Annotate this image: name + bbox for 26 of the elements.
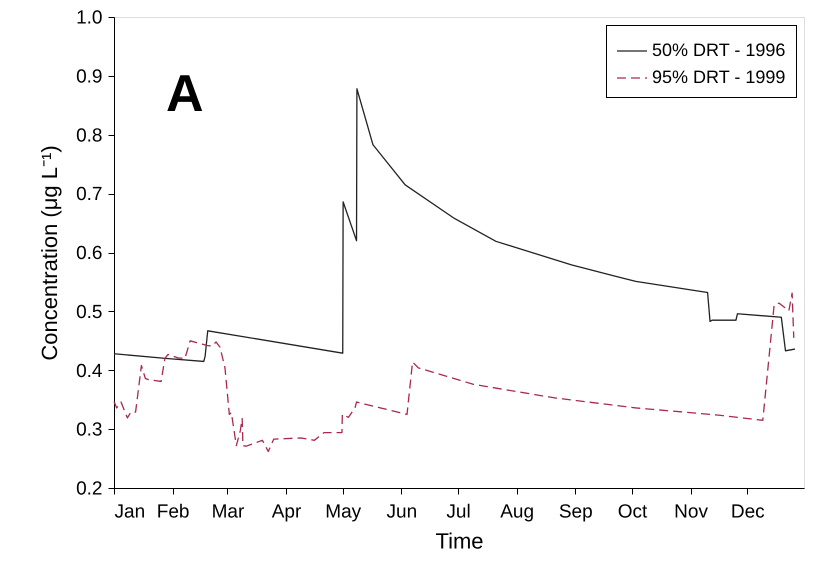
x-tick-label: Oct xyxy=(618,502,648,522)
y-tick-label: 0.2 xyxy=(76,478,102,500)
x-tick-label: Dec xyxy=(730,502,765,522)
x-tick-label: Jun xyxy=(386,502,418,522)
y-tick-label: 0.6 xyxy=(76,243,102,264)
x-tick-label: Sep xyxy=(558,502,593,522)
x-tick-label: Feb xyxy=(156,502,190,522)
x-axis-title: Time xyxy=(435,528,484,554)
y-tick-label: 0.4 xyxy=(76,360,103,382)
y-tick-label: 0.8 xyxy=(76,125,102,146)
legend-label: 50% DRT - 1996 xyxy=(652,40,786,60)
x-tick-label: Nov xyxy=(674,502,708,522)
y-tick-label: 0.3 xyxy=(76,420,102,441)
x-tick-label: Jul xyxy=(446,502,471,522)
y-tick-label: 0.7 xyxy=(76,184,102,206)
x-tick-label: May xyxy=(325,502,362,522)
y-tick-label: 0.9 xyxy=(76,66,102,88)
x-tick-label: Apr xyxy=(272,502,302,522)
x-tick-label: Mar xyxy=(212,502,245,522)
y-tick-label: 1.0 xyxy=(76,8,102,28)
y-tick-label: 0.5 xyxy=(76,302,102,323)
x-tick-label: Aug xyxy=(500,502,534,522)
x-tick-label: Jan xyxy=(114,502,146,522)
annotation: A xyxy=(166,65,204,123)
y-axis-title: Concentration (μg L⁻¹) xyxy=(37,145,62,361)
legend-label: 95% DRT - 1999 xyxy=(652,67,786,87)
